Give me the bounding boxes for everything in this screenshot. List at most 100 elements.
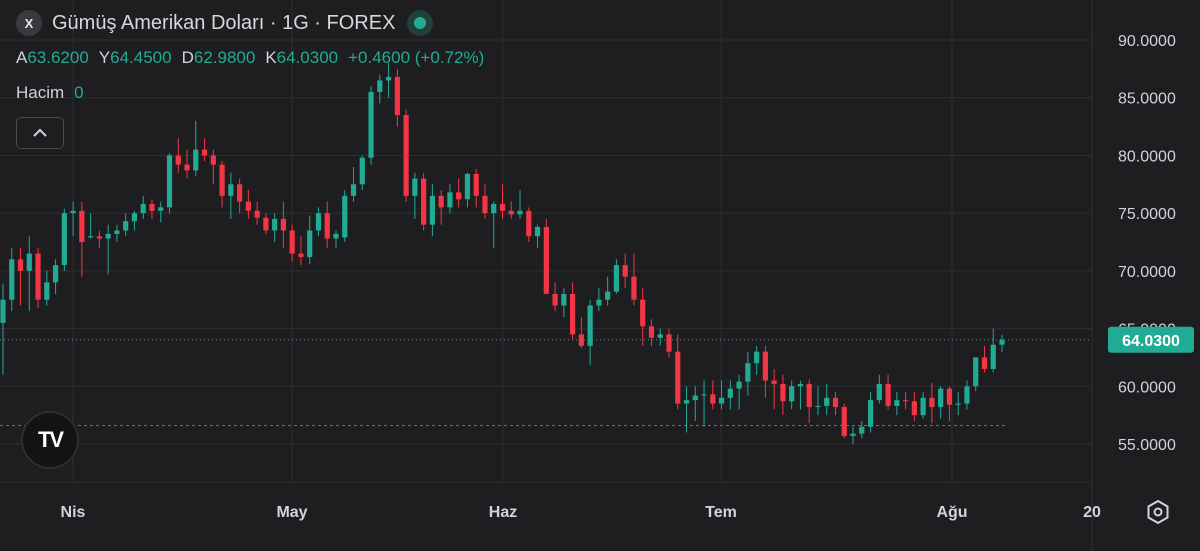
candle [228, 172, 234, 219]
change-value: +0.4600 (+0.72%) [348, 48, 485, 67]
candle [491, 201, 497, 248]
last-price-marker: 64.0300 [1108, 326, 1194, 353]
candle-body [412, 178, 418, 196]
candle-body [876, 383, 882, 401]
candle [999, 334, 1005, 352]
candle-body [622, 265, 628, 277]
candle-body [473, 173, 479, 196]
candle [394, 68, 400, 127]
candle-body [605, 291, 611, 300]
candle [114, 224, 120, 242]
candle-body [342, 195, 348, 238]
x-tick-label: 20 [1083, 504, 1101, 521]
candle [245, 190, 251, 219]
candles [0, 63, 1005, 444]
candle-body [315, 213, 322, 231]
candle-body [806, 383, 812, 408]
candle [123, 213, 129, 237]
y-tick-label: 60.0000 [1118, 379, 1176, 396]
candle-body [683, 400, 690, 404]
time-axis[interactable]: Nis May Haz Tem Ağu 20 [61, 504, 1101, 521]
candle [166, 153, 173, 214]
candle-body [184, 164, 190, 171]
candle-body [350, 184, 357, 196]
candle-body [903, 400, 909, 402]
candle-body [570, 293, 576, 335]
candle-body [885, 383, 891, 406]
candle [35, 247, 41, 308]
candle-body [105, 233, 111, 239]
candle-body [482, 195, 488, 214]
y-tick-label: 80.0000 [1118, 148, 1176, 165]
collapse-legend-button[interactable] [16, 117, 64, 149]
candle-body [517, 210, 523, 215]
candle-body [613, 265, 620, 292]
candle [52, 259, 59, 294]
market-status-icon[interactable] [407, 10, 434, 36]
candle [797, 380, 804, 410]
candle [929, 382, 935, 424]
candle [613, 259, 620, 294]
candle [981, 345, 988, 373]
candle-body [526, 210, 532, 237]
candle [517, 190, 523, 219]
candle [385, 63, 392, 98]
candle-body [210, 155, 216, 165]
y-tick-label: 55.0000 [1118, 437, 1176, 454]
candle [96, 230, 102, 248]
candle [70, 201, 76, 237]
candle-body [456, 192, 462, 200]
candle [158, 201, 164, 223]
candle-body [762, 351, 768, 381]
candle-body [17, 259, 24, 271]
symbol-title[interactable]: Gümüş Amerikan Doları · 1G · FOREX [52, 11, 396, 34]
candle-body [280, 218, 287, 231]
tradingview-logo[interactable]: TV [21, 411, 79, 469]
candle [280, 201, 287, 248]
open-value: 63.6200 [27, 48, 89, 67]
candle [710, 380, 716, 410]
candle [526, 207, 532, 242]
candle [815, 386, 821, 416]
candle [263, 213, 269, 234]
candle-body [438, 195, 444, 208]
symbol-icon[interactable]: X [16, 10, 42, 36]
candle [342, 190, 348, 242]
price-axis[interactable]: 90.000085.000080.000075.000070.000065.00… [1118, 33, 1176, 454]
candle-body [491, 203, 497, 214]
candle-body [832, 397, 839, 408]
candle-body [88, 236, 94, 238]
market-open-dot [414, 17, 427, 29]
candle-body [701, 394, 707, 396]
candle-body [911, 401, 917, 416]
candle-body [298, 253, 304, 258]
candle-body [587, 305, 593, 346]
settings-hexagon-icon[interactable] [1144, 498, 1172, 526]
candle-body [464, 173, 471, 200]
candle-body [429, 195, 435, 225]
candle [149, 199, 155, 219]
candle [903, 392, 909, 410]
low-value: 62.9800 [193, 48, 256, 67]
candle [429, 184, 435, 237]
candle-body [272, 218, 278, 231]
candle [473, 169, 479, 208]
open-label: A [16, 48, 28, 67]
y-tick-label: 90.0000 [1118, 33, 1176, 50]
candle-body [254, 210, 260, 218]
candle-body [631, 276, 637, 300]
candle [324, 201, 330, 248]
candle-body [123, 221, 129, 231]
candle [9, 247, 15, 312]
candle [911, 392, 917, 421]
chevron-up-icon [33, 128, 47, 137]
candle [964, 380, 970, 410]
chart-header: X Gümüş Amerikan Doları · 1G · FOREX [16, 10, 434, 36]
high-value: 64.4500 [110, 48, 172, 67]
candle [0, 283, 6, 375]
candle [26, 236, 32, 312]
candle-body [245, 201, 251, 211]
candle-body [35, 253, 41, 300]
candle [824, 383, 830, 416]
